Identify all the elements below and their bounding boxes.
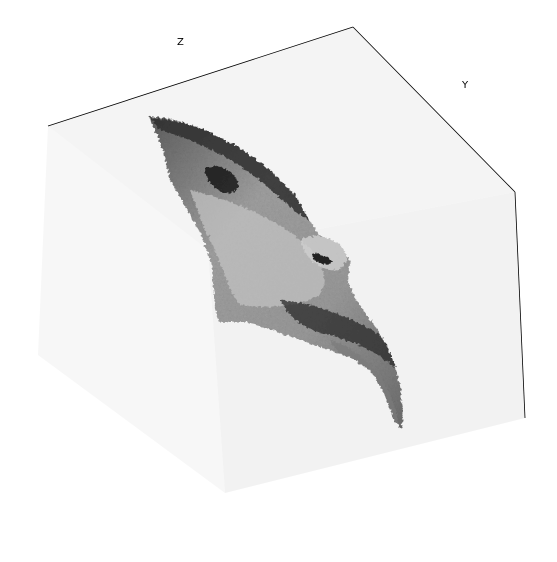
z-axis-label: Z — [177, 37, 184, 48]
z-axis-line — [47, 26, 354, 127]
vertical-axis-line — [514, 191, 526, 419]
left-pane — [38, 126, 225, 493]
y-axis-line — [352, 26, 516, 193]
top-pane — [48, 27, 515, 250]
y-axis-label: Y — [462, 80, 469, 91]
